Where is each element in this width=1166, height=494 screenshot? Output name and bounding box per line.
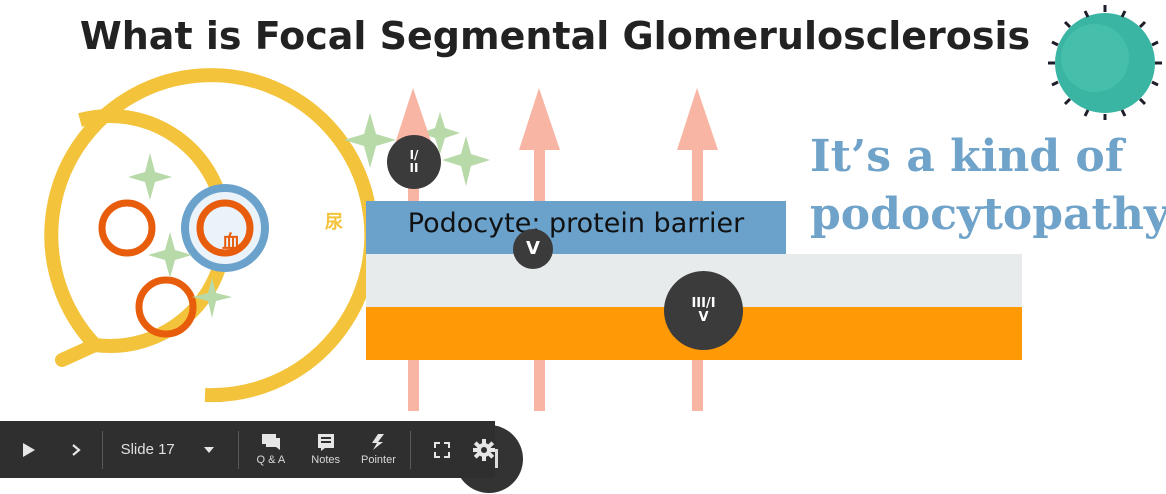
tagline: It’s a kind of podocytopathy! (810, 128, 1166, 244)
badge-type-1-2-top: I/ (409, 148, 419, 163)
fullscreen-icon (434, 441, 451, 458)
toolbar-divider (238, 430, 240, 469)
tagline-line-2: podocytopathy! (810, 189, 1166, 240)
badge-type-3-4-5-top: III/I (691, 295, 716, 311)
notes-icon (317, 434, 334, 451)
podocyte-layer (366, 201, 786, 254)
badge-type-5-text: V (526, 237, 540, 259)
chat-icon (261, 434, 280, 450)
play-icon (22, 442, 35, 457)
badge-type-3-4-5[interactable]: III/I V (664, 271, 743, 350)
badge-type-5[interactable]: V (513, 229, 553, 269)
sparkles (128, 112, 490, 318)
laser-pointer-icon (372, 434, 385, 450)
pointer-label: Pointer (361, 454, 396, 466)
toolbar-divider (101, 430, 103, 469)
qa-button[interactable]: Q & A (239, 433, 303, 466)
notes-label: Notes (311, 454, 341, 466)
next-slide-button[interactable] (56, 421, 96, 478)
toolbar-divider (410, 430, 412, 469)
badge-type-3-4-5-bottom: V (698, 309, 709, 325)
settings-button[interactable] (473, 421, 496, 478)
play-button[interactable] (0, 421, 56, 478)
urine-label: 尿 (325, 212, 343, 233)
virus-image (1048, 5, 1162, 120)
capillary-loop-3 (196, 199, 254, 257)
badge-type-1-2-bottom: II (409, 161, 419, 175)
presentation-toolbar: Slide 17 Q & A Notes Pointer (0, 421, 496, 478)
capillary-loop-2 (135, 276, 197, 338)
tagline-line-1: It’s a kind of (810, 131, 1124, 182)
badge-type-1-2[interactable]: I/ II (387, 135, 441, 189)
dropdown-caret-icon (203, 446, 214, 453)
qa-label: Q & A (256, 454, 286, 466)
blood-label: 血 (222, 232, 240, 253)
fullscreen-button[interactable] (411, 421, 473, 478)
podocyte-barrier-label: Podocyte: protein barrier (407, 208, 745, 239)
slide-selector-label: Slide 17 (120, 441, 175, 458)
notes-button[interactable]: Notes (303, 433, 349, 466)
chevron-right-icon (71, 443, 81, 456)
slide-selector[interactable]: Slide 17 (103, 441, 231, 458)
pointer-button[interactable]: Pointer (349, 433, 409, 466)
gear-icon (473, 438, 496, 461)
slide-title: What is Focal Segmental Glomeruloscleros… (79, 14, 1031, 58)
pause-bar-icon (494, 449, 498, 468)
capillary-loop-1 (98, 199, 156, 257)
